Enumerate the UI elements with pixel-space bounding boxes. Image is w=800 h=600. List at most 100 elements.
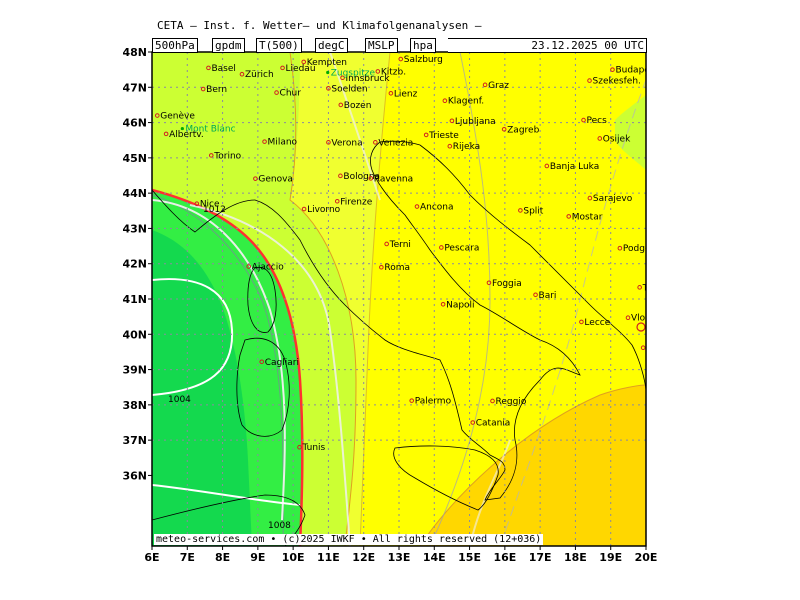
- isobar-label-1008: 1008: [268, 521, 291, 531]
- tag-unit-temp: degC: [315, 38, 348, 53]
- tag-unit-gp: gpdm: [212, 38, 245, 53]
- city-label: Napoli: [446, 300, 474, 310]
- city-label: Zagreb: [507, 125, 539, 135]
- city-label: Zürich: [245, 70, 274, 80]
- city-dot: [206, 65, 211, 71]
- city-dot: [439, 245, 444, 250]
- city-label: Chur: [280, 89, 302, 99]
- city-label: Nice: [200, 200, 220, 210]
- city-dot: [373, 140, 378, 145]
- city-dot: [447, 143, 453, 149]
- city-label: Kitzb.: [381, 67, 406, 77]
- city-label: Ljubljana: [455, 117, 496, 127]
- city-label: Mostar: [572, 212, 603, 222]
- geopot-line: [152, 194, 284, 546]
- city-label: Palermo: [415, 397, 452, 407]
- lon-label: 14E: [423, 551, 446, 564]
- city-label: Kempten: [307, 58, 347, 68]
- contour-line: [289, 52, 357, 546]
- forecast-date: 23.12.2025 00 UTC: [448, 38, 647, 53]
- city-dot: [409, 398, 415, 403]
- city-dot: [414, 204, 420, 209]
- city-label: Innsbruck: [346, 74, 391, 84]
- city-dot: [640, 345, 646, 350]
- city-dot: [490, 398, 495, 404]
- city-dot: [338, 173, 343, 179]
- city-label: Bari: [539, 291, 557, 301]
- city-dot: [154, 113, 160, 118]
- city-dot: [398, 56, 404, 62]
- city-label: Klagenf.: [448, 97, 484, 107]
- front-line: [152, 188, 304, 546]
- geopot-line-3: [499, 79, 646, 546]
- isobar-1008-south: [152, 484, 301, 506]
- lat-label: 39N: [122, 364, 147, 377]
- lat-label: 43N: [122, 222, 147, 235]
- city-label: Roma: [384, 263, 410, 273]
- city-label: Lienz: [394, 89, 418, 99]
- lon-label: 11E: [317, 551, 340, 564]
- city-dot: [470, 420, 476, 425]
- city-label: Podgorica: [623, 244, 667, 254]
- city-label: Bozen: [344, 101, 372, 111]
- city-label: Budapest: [615, 66, 658, 76]
- lon-label: 18E: [564, 551, 587, 564]
- city-label: Osijek: [603, 134, 631, 144]
- city-dot: [200, 86, 206, 92]
- lat-lon-grid: [152, 52, 646, 546]
- city-dot: [579, 319, 584, 325]
- city-dot: [379, 264, 384, 270]
- city-dot: [340, 75, 345, 81]
- city-dot: [423, 132, 429, 138]
- lon-label: 20E: [635, 551, 658, 564]
- city-dot: [617, 245, 623, 251]
- city-label: Albertv.: [169, 130, 204, 140]
- city-label: Banja Luka: [550, 162, 599, 172]
- copyright-footer: meteo-services.com • (c)2025 IWKF • All …: [154, 534, 544, 545]
- lat-label: 42N: [122, 258, 147, 271]
- lon-label: 8E: [215, 551, 230, 564]
- city-label: Tunis: [301, 443, 325, 453]
- city-label: Korfu: [646, 344, 670, 354]
- city-label: Torino: [213, 151, 241, 161]
- axis-labels: 48N 47N 46N 45N 44N 43N 42N 41N 40N 39N 38N 37N 36N 6…: [122, 46, 657, 564]
- city-label: Salzburg: [404, 55, 443, 65]
- city-dot: [253, 176, 258, 181]
- city-label: Milano: [268, 138, 298, 148]
- city-label: Bern: [206, 85, 227, 95]
- city-label: Basel: [211, 64, 235, 74]
- city-dot: [384, 241, 389, 247]
- coastline-sardinia: [236, 337, 290, 437]
- city-dot: [262, 139, 267, 144]
- city-dot: [610, 67, 615, 72]
- mountain-dot: [180, 126, 184, 131]
- city-dot: [442, 98, 448, 103]
- lon-label: 7E: [180, 551, 195, 564]
- city-label: Trieste: [428, 131, 459, 141]
- isobar-1012: [189, 204, 351, 546]
- city-label: Venezia: [378, 138, 413, 148]
- lat-label: 36N: [122, 469, 147, 482]
- city-dot: [388, 90, 394, 96]
- city-label: Sarajevo: [593, 194, 633, 204]
- city-dot: [368, 176, 374, 181]
- city-dot: [375, 69, 381, 74]
- city-dot: [544, 163, 550, 169]
- city-label: Foggia: [492, 279, 522, 289]
- tag-level: 500hPa: [152, 38, 198, 53]
- coastline-corsica: [247, 266, 277, 333]
- city-label: Tirana: [642, 283, 671, 293]
- tag-mslp: MSLP: [365, 38, 398, 53]
- city-dot: [326, 86, 331, 91]
- city-label: Vlora: [631, 314, 654, 324]
- city-label: Pescara: [444, 243, 479, 253]
- lat-label: 40N: [122, 328, 147, 341]
- city-label: Catania: [476, 419, 511, 429]
- lon-label: 12E: [352, 551, 375, 564]
- pressure-center-marker: [636, 322, 646, 332]
- city-label: Genève: [160, 111, 195, 122]
- city-label: Ajaccio: [252, 263, 285, 273]
- lon-label: 16E: [493, 551, 516, 564]
- isobar-label-1012: 1012: [203, 205, 226, 215]
